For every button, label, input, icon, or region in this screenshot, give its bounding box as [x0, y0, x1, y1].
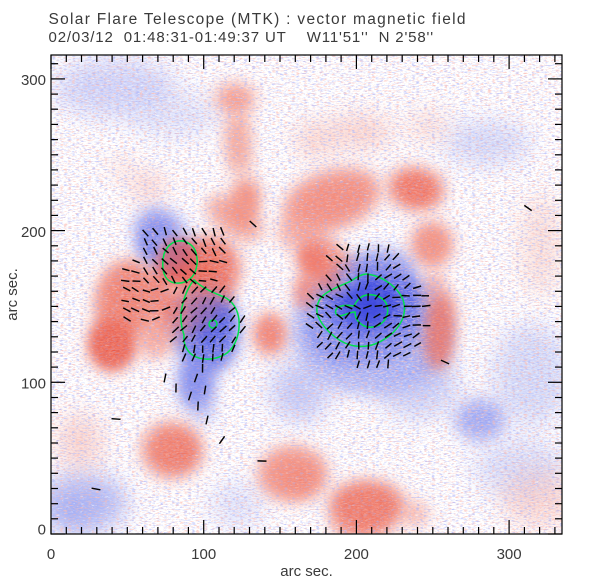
svg-text:0: 0 [38, 522, 46, 539]
svg-text:02/03/12 01:48:31-01:49:37 UT: 02/03/12 01:48:31-01:49:37 UT W11'51'' N… [49, 29, 435, 46]
svg-text:arc sec.: arc sec. [280, 563, 333, 580]
svg-text:100: 100 [191, 546, 216, 563]
svg-text:100: 100 [21, 376, 46, 393]
svg-text:300: 300 [21, 72, 46, 89]
svg-text:0: 0 [47, 546, 55, 563]
svg-text:200: 200 [21, 224, 46, 241]
svg-text:arc sec.: arc sec. [4, 268, 21, 321]
svg-text:Solar Flare Telescope (MTK) :: Solar Flare Telescope (MTK) : vector mag… [49, 11, 467, 28]
svg-text:200: 200 [344, 546, 369, 563]
svg-text:300: 300 [497, 546, 522, 563]
